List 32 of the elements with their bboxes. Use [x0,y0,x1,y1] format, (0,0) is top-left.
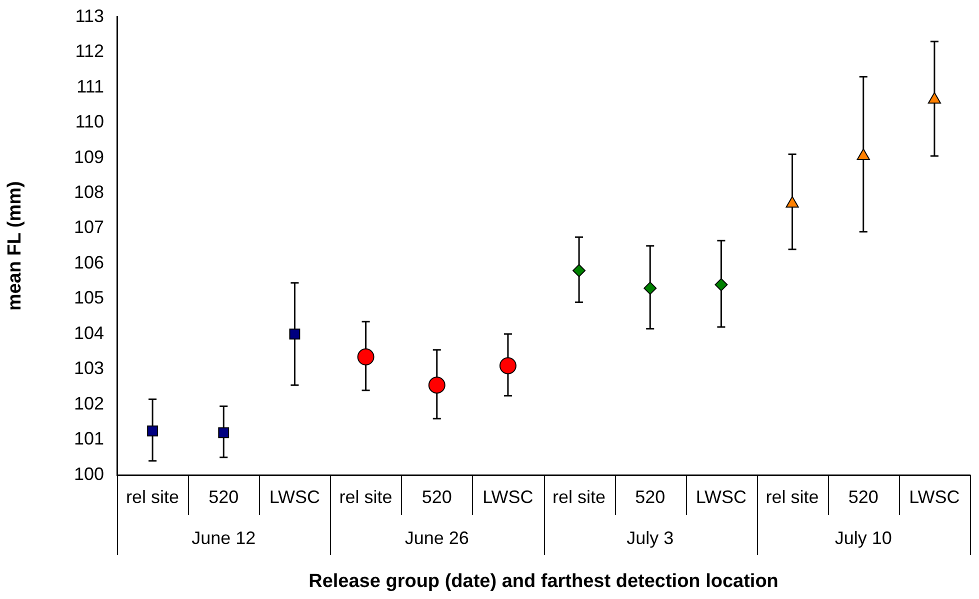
x-tick-label: 520 [422,486,452,507]
x-tick-label: 520 [848,486,878,507]
x-tick-label: rel site [552,486,606,507]
y-tick-label: 106 [74,252,104,272]
x-tick-label: LWSC [909,486,960,507]
y-tick-label: 100 [74,464,104,484]
y-tick-label: 105 [74,288,104,308]
x-tick-label: LWSC [482,486,534,507]
y-tick-label: 103 [74,358,104,378]
y-tick-label: 104 [74,322,104,343]
y-tick-label: 110 [75,112,104,132]
y-tick-label: 111 [76,76,104,96]
x-tick-label: rel site [766,486,819,507]
y-tick-label: 101 [74,428,104,449]
x-tick-label: LWSC [269,486,320,507]
x-axis-title: Release group (date) and farthest detection location [308,570,778,592]
x-tick-label: 520 [635,486,666,507]
y-tick-label: 109 [74,146,104,167]
x-tick-label: rel site [339,486,392,507]
y-tick-label: 102 [74,393,104,414]
y-tick-label: 113 [75,6,104,26]
legend-label: July 3 [626,528,674,548]
x-tick-label: rel site [126,486,180,507]
legend-label: July 10 [834,528,892,548]
legend-label: June 26 [404,528,469,548]
y-tick-label: 108 [74,182,104,202]
legend-label: June 12 [192,528,256,548]
x-tick-label: LWSC [696,486,747,507]
y-tick-label: 107 [74,217,104,238]
y-tick-label: 112 [75,41,104,62]
y-axis-title: mean FL (mm) [4,181,26,311]
x-tick-label: 520 [208,486,239,507]
